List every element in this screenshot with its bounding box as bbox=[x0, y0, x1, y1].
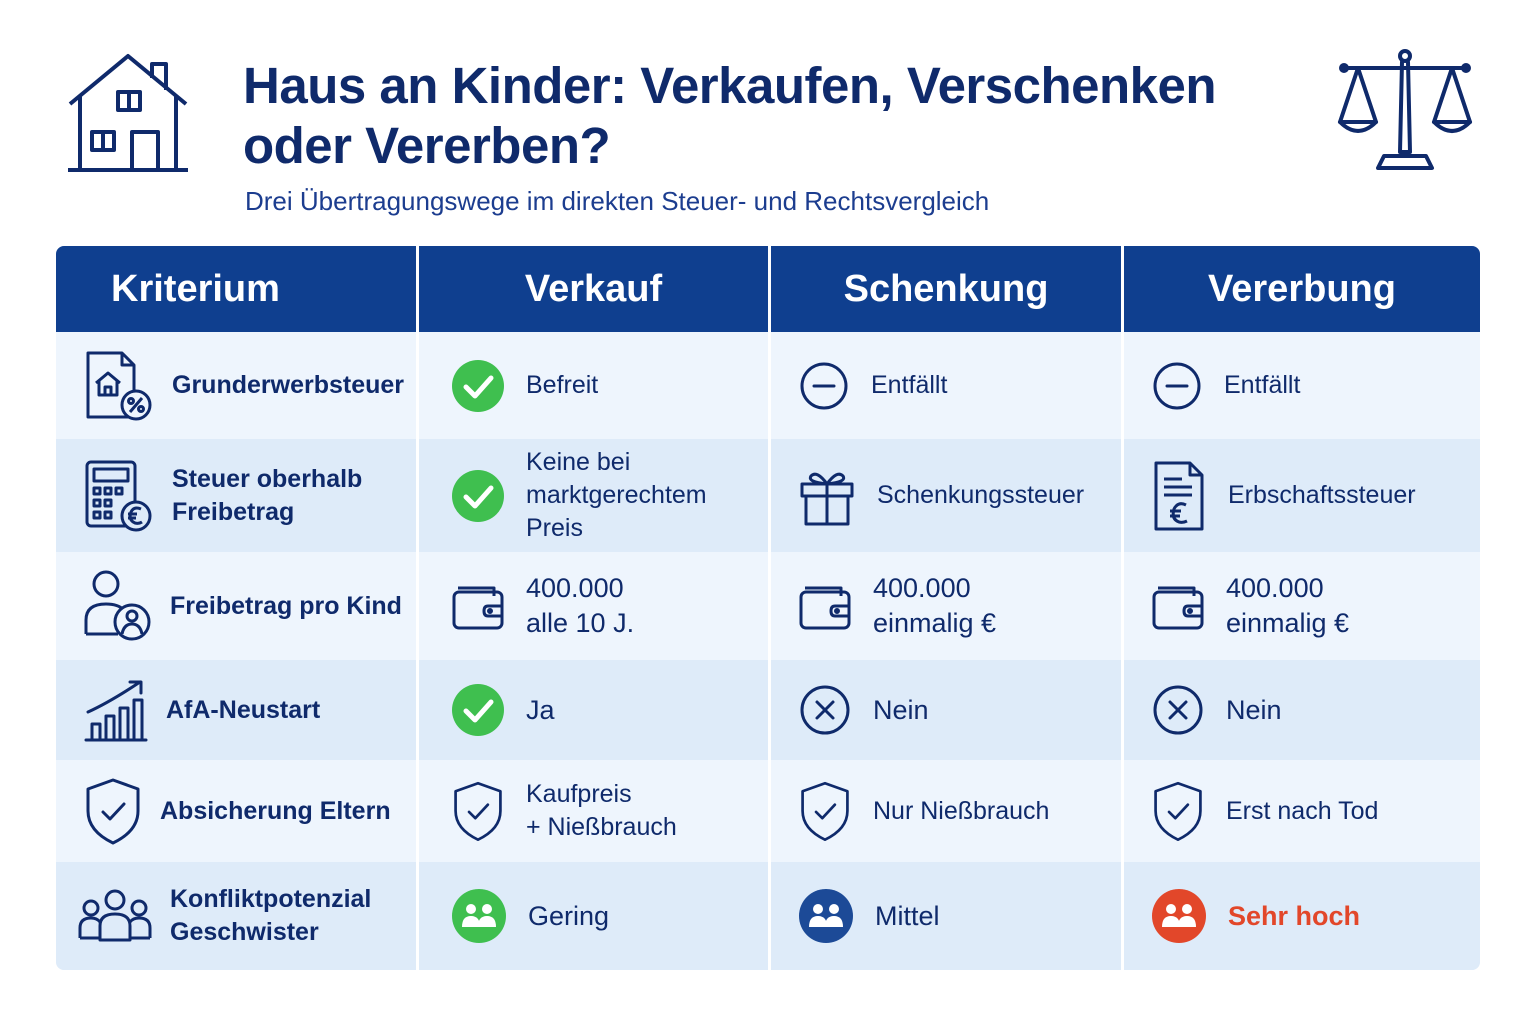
schenkung-cell: Entfällt bbox=[771, 332, 1124, 439]
criterion-label: Absicherung Eltern bbox=[160, 796, 391, 825]
check-green-icon bbox=[452, 359, 504, 412]
vererbung-cell: Sehr hoch bbox=[1124, 862, 1480, 970]
table-row: Freibetrag pro Kind 400.000 alle 10 J. 4… bbox=[56, 552, 1480, 660]
criterion-cell: Absicherung Eltern bbox=[56, 760, 419, 862]
cell-value: Ja bbox=[526, 694, 555, 725]
check-green-icon bbox=[452, 684, 504, 736]
document-house-percent-icon bbox=[86, 351, 152, 420]
schenkung-cell: Mittel bbox=[771, 862, 1124, 970]
page-title: Haus an Kinder: Verkaufen, Verschenken o… bbox=[243, 57, 1217, 174]
cell-value: Befreit bbox=[526, 371, 599, 399]
people-navy-icon bbox=[799, 889, 853, 943]
scale-icon bbox=[1338, 49, 1472, 170]
shield-check-icon bbox=[1154, 781, 1202, 842]
verkauf-cell: Keine bei marktgerechtem Preis bbox=[419, 439, 771, 552]
criterion-label: Steuer oberhalb Freibetrag bbox=[172, 464, 363, 526]
people-green-icon bbox=[452, 889, 506, 943]
table-row: AfA-Neustart Ja Nein Nein bbox=[56, 660, 1480, 760]
table-row: Konfliktpotenzial Geschwister Gering Mit… bbox=[56, 862, 1480, 970]
cell-value: 400.000 einmalig € bbox=[873, 573, 997, 638]
column-header-verkauf: Verkauf bbox=[419, 246, 771, 332]
criterion-cell: Grunderwerbsteuer bbox=[56, 332, 419, 439]
minus-circle-icon bbox=[1153, 362, 1201, 409]
verkauf-cell: Gering bbox=[419, 862, 771, 970]
criterion-label: Grunderwerbsteuer bbox=[172, 371, 405, 399]
cell-value: Nur Nießbrauch bbox=[873, 796, 1050, 825]
wallet-icon bbox=[452, 586, 504, 630]
page-subtitle: Drei Übertragungswege im direkten Steuer… bbox=[245, 186, 990, 216]
verkauf-cell: Kaufpreis + Nießbrauch bbox=[419, 760, 771, 862]
cell-value: Entfällt bbox=[871, 371, 948, 399]
table-header: Kriterium Verkauf Schenkung Vererbung bbox=[56, 246, 1480, 332]
calculator-euro-icon bbox=[85, 460, 152, 531]
person-child-icon bbox=[84, 570, 151, 641]
group-icon bbox=[78, 889, 152, 942]
growth-chart-icon bbox=[84, 680, 148, 742]
column-header-vererbung: Vererbung bbox=[1208, 267, 1396, 310]
cell-value: Gering bbox=[528, 900, 610, 931]
vererbung-cell: Entfällt bbox=[1124, 332, 1480, 439]
cell-value: Nein bbox=[873, 694, 929, 725]
wallet-icon bbox=[1152, 586, 1204, 630]
house-icon bbox=[68, 54, 188, 172]
cell-value: Nein bbox=[1226, 694, 1282, 725]
cell-value: 400.000 einmalig € bbox=[1226, 573, 1350, 638]
vererbung-cell: Erst nach Tod bbox=[1124, 760, 1480, 862]
shield-check-icon bbox=[801, 781, 849, 842]
cell-value: Mittel bbox=[875, 900, 940, 931]
minus-circle-icon bbox=[800, 362, 848, 409]
shield-check-icon bbox=[454, 781, 502, 842]
table-row: Absicherung Eltern Kaufpreis + Nießbrauc… bbox=[56, 760, 1480, 862]
x-circle-icon bbox=[1153, 685, 1203, 735]
cell-value: Keine bei marktgerechtem Preis bbox=[526, 448, 707, 542]
cell-value: Entfällt bbox=[1224, 371, 1301, 399]
tax-document-euro-icon bbox=[1154, 461, 1204, 530]
comparison-table: Kriterium Verkauf Schenkung Vererbung Gr… bbox=[56, 246, 1480, 970]
criterion-cell: Freibetrag pro Kind bbox=[56, 552, 419, 660]
cell-value: Erst nach Tod bbox=[1226, 796, 1379, 825]
vererbung-cell: Erbschaftssteuer bbox=[1124, 439, 1480, 552]
table-row: Grunderwerbsteuer Befreit Entfällt Entfä… bbox=[56, 332, 1480, 439]
x-circle-icon bbox=[800, 685, 850, 735]
schenkung-cell: Nur Nießbrauch bbox=[771, 760, 1124, 862]
criterion-cell: Konfliktpotenzial Geschwister bbox=[56, 862, 419, 970]
verkauf-cell: Befreit bbox=[419, 332, 771, 439]
gift-icon bbox=[800, 472, 854, 525]
check-green-icon bbox=[452, 469, 504, 522]
column-header-schenkung: Schenkung bbox=[771, 246, 1124, 332]
vererbung-cell: Nein bbox=[1124, 660, 1480, 760]
cell-value: Sehr hoch bbox=[1228, 900, 1361, 931]
cell-value: Kaufpreis + Nießbrauch bbox=[526, 780, 677, 841]
cell-value: Schenkungssteuer bbox=[877, 481, 1085, 509]
people-red-icon bbox=[1152, 889, 1206, 943]
schenkung-cell: Schenkungssteuer bbox=[771, 439, 1124, 552]
schenkung-cell: Nein bbox=[771, 660, 1124, 760]
table-row: Steuer oberhalb Freibetrag Keine bei mar… bbox=[56, 439, 1480, 552]
cell-value: Erbschaftssteuer bbox=[1228, 481, 1416, 509]
column-header-kriterium: Kriterium bbox=[56, 246, 419, 332]
criterion-label: AfA-Neustart bbox=[166, 695, 321, 724]
verkauf-cell: 400.000 alle 10 J. bbox=[419, 552, 771, 660]
wallet-icon bbox=[799, 586, 851, 630]
schenkung-cell: 400.000 einmalig € bbox=[771, 552, 1124, 660]
shield-check-icon bbox=[86, 778, 140, 845]
criterion-cell: AfA-Neustart bbox=[56, 660, 419, 760]
criterion-cell: Steuer oberhalb Freibetrag bbox=[56, 439, 419, 552]
cell-value: 400.000 alle 10 J. bbox=[526, 573, 635, 638]
criterion-label: Freibetrag pro Kind bbox=[170, 591, 402, 620]
criterion-label: Konfliktpotenzial Geschwister bbox=[170, 885, 372, 946]
verkauf-cell: Ja bbox=[419, 660, 771, 760]
vererbung-cell: 400.000 einmalig € bbox=[1124, 552, 1480, 660]
